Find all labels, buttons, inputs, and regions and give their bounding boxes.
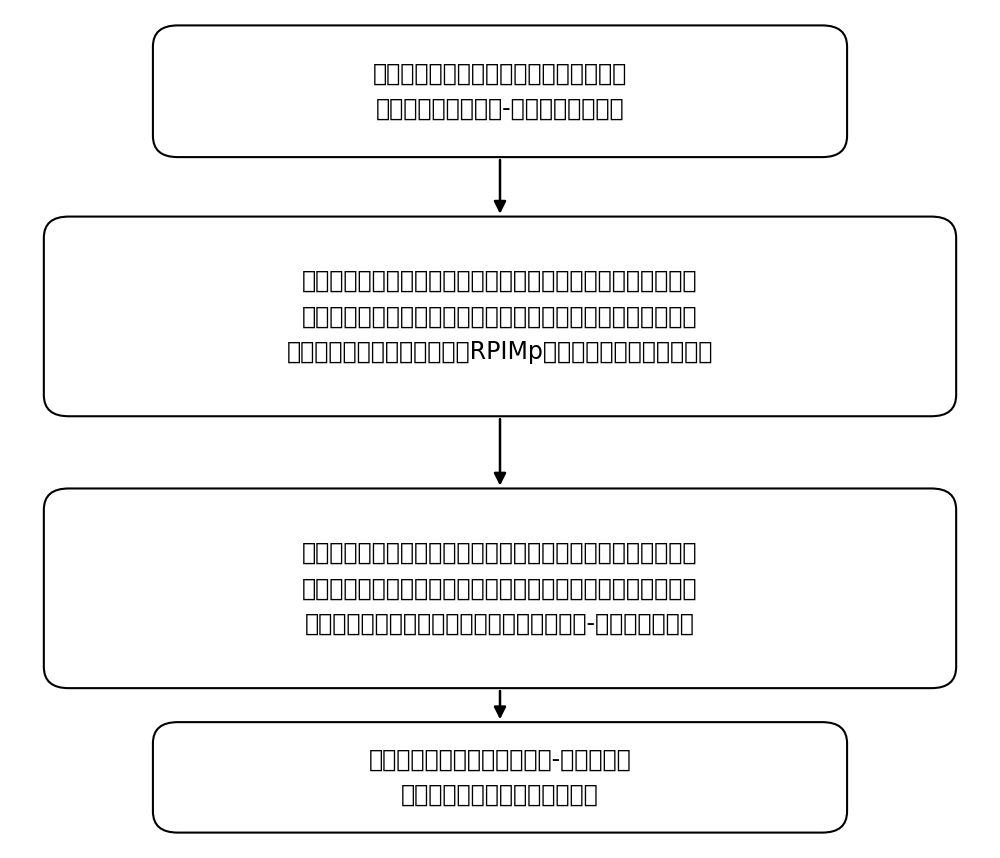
Text: 根据几何坐标查找温度场局部子域高斯积分点在电场计算模型中
局部子域，并且根据该局部子域内节点数目插值获得热载荷值，
并且采用相同方式更新电场材料属性，实现电-热: 根据几何坐标查找温度场局部子域高斯积分点在电场计算模型中 局部子域，并且根据该局… xyxy=(302,541,698,636)
Text: 获取换流变关键绝缘部件的电-热场分布规
律，并为其绝缘设计提供参考。: 获取换流变关键绝缘部件的电-热场分布规 律，并为其绝缘设计提供参考。 xyxy=(369,747,631,807)
Text: 设置计算初始值，采用改进无网格法对电场和温度场分别进行求
解，在计算中调整靠近边界的节点局部子域大小，避免与全局边
界相交，对边界节点采用基于RPIMp形函数的: 设置计算初始值，采用改进无网格法对电场和温度场分别进行求 解，在计算中调整靠近边… xyxy=(287,269,713,364)
FancyBboxPatch shape xyxy=(153,722,847,832)
Text: 确定特高压换流变结构及材料属性，并且
根据耦合特性构建电-热耦合场计算模型: 确定特高压换流变结构及材料属性，并且 根据耦合特性构建电-热耦合场计算模型 xyxy=(373,62,627,121)
FancyBboxPatch shape xyxy=(44,216,956,416)
FancyBboxPatch shape xyxy=(153,26,847,157)
FancyBboxPatch shape xyxy=(44,488,956,688)
